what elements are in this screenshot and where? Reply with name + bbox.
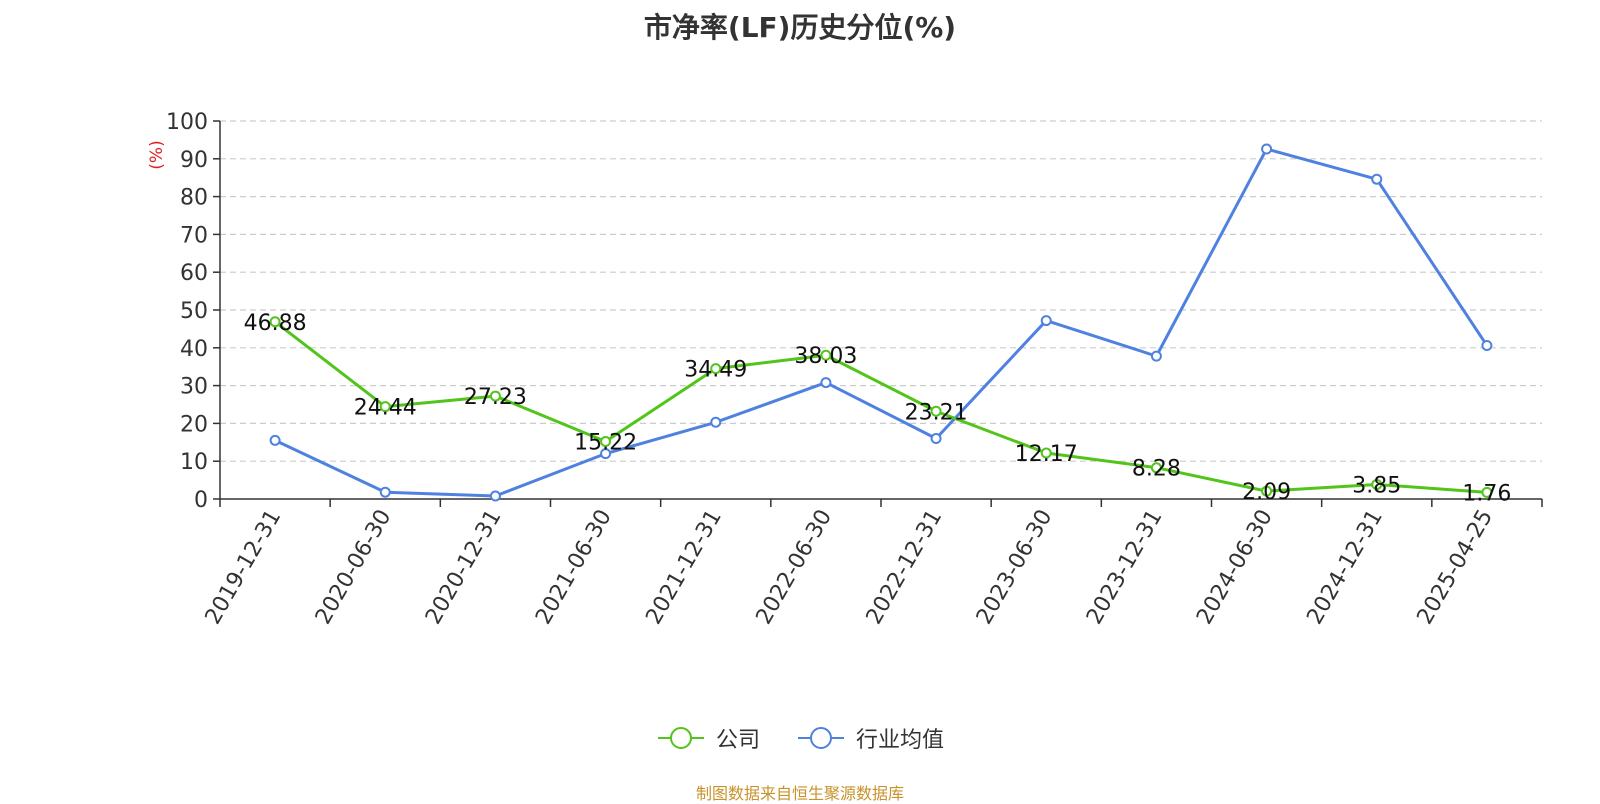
x-tick-label: 2021-06-30 [531, 506, 617, 629]
data-point-industry-avg [710, 416, 722, 428]
data-point-industry-avg [1261, 143, 1273, 155]
x-tick-label: 2025-04-25 [1413, 506, 1499, 629]
data-point-company [1261, 485, 1273, 497]
data-label-company: 1.76 [1462, 481, 1511, 506]
data-point-industry-avg [820, 377, 832, 389]
data-label-company: 2.09 [1242, 480, 1291, 505]
data-label-company: 8.28 [1132, 457, 1181, 482]
legend-item-company[interactable]: 公司 [656, 722, 760, 754]
data-point-company [930, 405, 942, 417]
y-tick-label: 60 [180, 261, 208, 286]
x-tick-label: 2023-06-30 [972, 506, 1058, 629]
data-point-industry-avg [269, 434, 281, 446]
data-label-company: 34.49 [684, 358, 747, 383]
x-tick-label: 2021-12-31 [641, 506, 727, 629]
x-tick-label: 2019-12-31 [201, 506, 287, 629]
y-tick-label: 70 [180, 223, 208, 248]
data-label-company: 46.88 [244, 311, 307, 336]
data-point-industry-avg [930, 433, 942, 445]
x-tick-label: 2020-06-30 [311, 506, 397, 629]
data-point-company [600, 435, 612, 447]
data-point-industry-avg [1150, 350, 1162, 362]
legend-label-industry-avg: 行业均值 [856, 728, 945, 753]
data-point-industry-avg [1040, 315, 1052, 327]
data-point-company [1150, 462, 1162, 474]
data-point-industry-avg [600, 448, 612, 460]
data-point-company [710, 363, 722, 375]
chart-title: 市净率(LF)历史分位(%) [643, 11, 957, 44]
data-point-industry-avg [1481, 340, 1493, 352]
y-tick-label: 40 [180, 337, 208, 362]
source-note: 制图数据来自恒生聚源数据库 [695, 784, 904, 803]
data-label-company: 15.22 [574, 430, 637, 455]
data-point-industry-avg [489, 490, 501, 502]
y-tick-label: 50 [180, 299, 208, 324]
y-tick-label: 10 [180, 450, 208, 475]
data-label-company: 38.03 [794, 344, 857, 369]
y-tick-label: 0 [194, 488, 208, 513]
data-point-company [1040, 447, 1052, 459]
data-label-company: 27.23 [464, 385, 527, 410]
y-axis-label: (%) [147, 140, 167, 169]
y-tick-label: 20 [180, 412, 208, 437]
x-tick-label: 2022-12-31 [862, 506, 948, 629]
legend-label-company: 公司 [715, 728, 760, 753]
data-label-company: 23.21 [905, 400, 968, 425]
data-label-company: 12.17 [1015, 442, 1078, 467]
data-point-company [1481, 486, 1493, 498]
x-tick-label: 2020-12-31 [421, 506, 507, 629]
x-tick-label: 2024-12-31 [1302, 506, 1388, 629]
legend-marker-industry-avg [798, 727, 844, 749]
data-point-industry-avg [1371, 173, 1383, 185]
y-tick-label: 100 [166, 110, 208, 135]
x-tick-label: 2024-06-30 [1192, 506, 1278, 629]
legend-marker-company [657, 727, 704, 749]
x-tick-label: 2023-12-31 [1082, 506, 1168, 629]
data-label-company: 3.85 [1352, 473, 1401, 498]
series-line-company [274, 320, 1488, 494]
data-point-company [489, 390, 501, 402]
legend: 公司 行业均值 [0, 722, 1600, 754]
data-point-company [1371, 478, 1383, 490]
data-point-company [379, 401, 391, 413]
y-tick-label: 80 [180, 186, 208, 211]
data-label-company: 24.44 [354, 396, 417, 421]
y-tick-label: 30 [180, 375, 208, 400]
y-tick-label: 90 [180, 148, 208, 173]
data-point-company [820, 349, 832, 361]
series-line-industry-avg [274, 147, 1489, 498]
data-point-company [269, 316, 281, 328]
data-point-industry-avg [379, 486, 391, 498]
x-tick-label: 2022-06-30 [752, 506, 838, 629]
legend-item-industry-avg[interactable]: 行业均值 [796, 722, 944, 754]
